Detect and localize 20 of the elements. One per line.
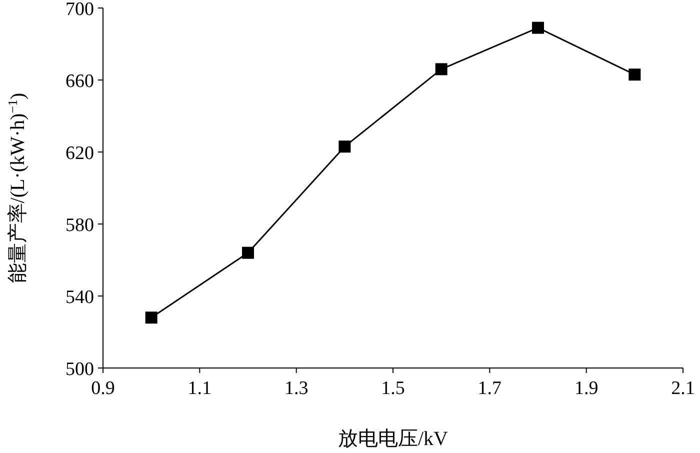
y-tick-label: 660 — [66, 71, 94, 92]
x-tick-label: 1.9 — [574, 378, 598, 399]
x-tick-label: 1.7 — [478, 378, 502, 399]
y-tick-label: 700 — [66, 0, 94, 20]
y-tick-label: 540 — [66, 287, 94, 308]
y-tick-label: 620 — [66, 143, 94, 164]
point — [145, 312, 158, 324]
x-tick-label: 1.3 — [284, 378, 308, 399]
x-tick-label: 1.1 — [188, 378, 212, 399]
point — [532, 22, 544, 34]
x-tick-label: 0.9 — [91, 378, 115, 399]
x-tick-label: 1.5 — [381, 378, 405, 399]
point — [435, 63, 448, 76]
point — [338, 140, 351, 153]
point — [242, 246, 254, 259]
point — [628, 68, 641, 81]
y-tick-label: 580 — [66, 215, 94, 236]
y-tick-label: 500 — [66, 359, 94, 380]
x-tick-label: 2.1 — [671, 378, 695, 399]
x-axis-title: 放电电压/kV — [338, 428, 449, 450]
